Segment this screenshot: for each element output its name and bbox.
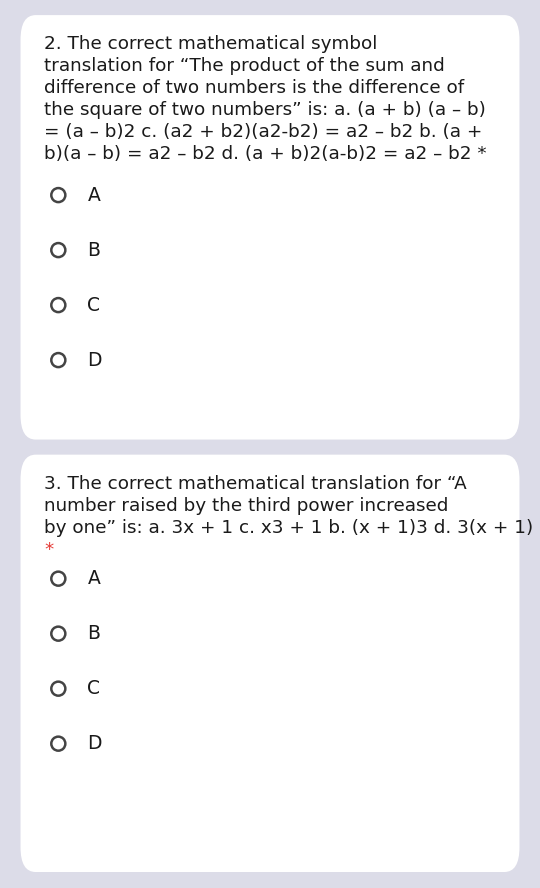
Text: C: C: [87, 679, 100, 698]
Text: 3. The correct mathematical translation for “A: 3. The correct mathematical translation …: [44, 475, 467, 493]
Text: number raised by the third power increased: number raised by the third power increas…: [44, 496, 449, 515]
Text: D: D: [87, 734, 102, 753]
Text: translation for “The product of the sum and: translation for “The product of the sum …: [44, 57, 445, 75]
FancyBboxPatch shape: [21, 455, 519, 872]
Text: B: B: [87, 241, 100, 259]
Text: A: A: [87, 569, 100, 588]
Text: B: B: [87, 624, 100, 643]
Text: A: A: [87, 186, 100, 204]
Text: C: C: [87, 296, 100, 314]
Text: difference of two numbers is the difference of: difference of two numbers is the differe…: [44, 79, 464, 97]
Text: = (a – b)2 c. (a2 + b2)(a2-b2) = a2 – b2 b. (a +: = (a – b)2 c. (a2 + b2)(a2-b2) = a2 – b2…: [44, 123, 483, 141]
Text: 2. The correct mathematical symbol: 2. The correct mathematical symbol: [44, 36, 377, 53]
Text: D: D: [87, 351, 102, 369]
Text: by one” is: a. 3x + 1 c. x3 + 1 b. (x + 1)3 d. 3(x + 1): by one” is: a. 3x + 1 c. x3 + 1 b. (x + …: [44, 519, 534, 536]
Text: *: *: [44, 541, 53, 559]
Text: the square of two numbers” is: a. (a + b) (a – b): the square of two numbers” is: a. (a + b…: [44, 101, 486, 119]
Text: b)(a – b) = a2 – b2 d. (a + b)2(a-b)2 = a2 – b2 *: b)(a – b) = a2 – b2 d. (a + b)2(a-b)2 = …: [44, 145, 487, 163]
FancyBboxPatch shape: [21, 15, 519, 440]
